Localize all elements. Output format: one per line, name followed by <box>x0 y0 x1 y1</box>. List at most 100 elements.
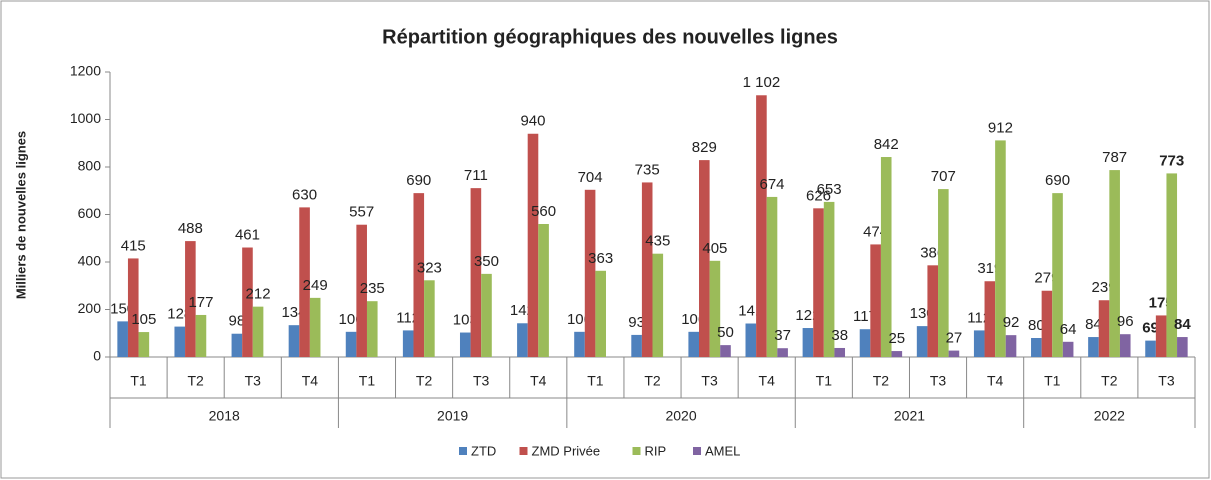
bar <box>138 332 150 357</box>
data-label: 80 <box>1028 317 1045 334</box>
bar <box>891 351 903 357</box>
data-label: 912 <box>988 119 1013 136</box>
data-label: 235 <box>360 280 385 297</box>
data-label: 25 <box>888 330 905 347</box>
bar <box>527 133 539 357</box>
bar <box>777 348 788 357</box>
x-tick-label: T2 <box>873 373 890 389</box>
legend-swatch <box>632 447 641 455</box>
data-label: 98 <box>229 313 246 330</box>
data-label: 704 <box>578 169 603 186</box>
legend-label: RIP <box>645 443 667 458</box>
bar <box>1031 338 1042 357</box>
bar <box>948 350 960 357</box>
x-tick-label: T3 <box>245 373 262 389</box>
data-label: 626 <box>806 187 831 204</box>
data-label: 363 <box>588 250 613 267</box>
x-tick-label: T2 <box>187 373 204 389</box>
bar <box>870 244 881 357</box>
bar <box>720 345 731 357</box>
bar <box>413 193 425 357</box>
bar <box>927 265 939 357</box>
bar <box>802 328 814 357</box>
bar <box>1155 315 1167 357</box>
bar <box>231 333 243 357</box>
data-label: 735 <box>635 161 660 178</box>
bar <box>880 157 892 357</box>
legend-swatch <box>693 447 701 455</box>
data-label: 707 <box>931 168 956 185</box>
bar <box>117 321 128 357</box>
bar <box>459 332 471 357</box>
data-label: 27 <box>946 330 963 347</box>
data-label: 674 <box>759 176 784 193</box>
chart-title: Répartition géographiques des nouvelles … <box>382 26 838 48</box>
bar <box>973 330 985 357</box>
y-tick-label: 1000 <box>70 110 101 126</box>
group-label: 2022 <box>1094 408 1125 424</box>
group-label: 2021 <box>894 408 925 424</box>
data-label: 84 <box>1174 316 1191 333</box>
data-label: 105 <box>131 311 156 328</box>
bar <box>1005 335 1017 357</box>
x-tick-label: T3 <box>930 373 947 389</box>
bar <box>916 326 928 357</box>
data-label: 560 <box>531 203 556 220</box>
bar <box>938 189 949 357</box>
data-label: 653 <box>817 181 842 198</box>
bar <box>288 325 300 357</box>
data-label: 69 <box>1142 320 1159 337</box>
y-tick-label: 400 <box>78 253 102 269</box>
legend-label: ZMD Privée <box>532 443 601 458</box>
data-label: 690 <box>1045 172 1070 189</box>
data-label: 435 <box>645 233 670 250</box>
y-tick-label: 600 <box>78 205 102 221</box>
bar <box>688 331 700 357</box>
x-tick-label: T2 <box>644 373 661 389</box>
bar <box>859 329 871 357</box>
y-tick-label: 200 <box>78 300 102 316</box>
bar <box>538 224 549 357</box>
bar <box>984 281 996 357</box>
bar <box>641 182 653 357</box>
bar <box>1098 300 1110 357</box>
data-label: 829 <box>692 139 717 156</box>
data-label: 249 <box>303 277 328 294</box>
group-label: 2020 <box>665 408 696 424</box>
bar <box>356 224 367 357</box>
bar <box>1088 337 1099 357</box>
x-tick-label: T1 <box>1044 373 1061 389</box>
bar <box>631 334 642 357</box>
data-label: 773 <box>1159 152 1184 169</box>
bar <box>766 196 778 357</box>
bar <box>595 270 606 357</box>
bar <box>481 273 492 357</box>
data-label: 711 <box>464 167 488 184</box>
data-label: 415 <box>121 237 146 254</box>
bar <box>517 323 528 357</box>
x-tick-label: T2 <box>416 373 433 389</box>
bar <box>1177 337 1188 357</box>
data-label: 690 <box>406 172 431 189</box>
bar <box>709 260 721 357</box>
bar <box>823 201 835 357</box>
bar <box>756 95 767 358</box>
data-label: 940 <box>520 113 545 130</box>
bar <box>299 207 310 357</box>
bar <box>584 189 596 357</box>
bar <box>185 241 196 357</box>
x-tick-label: T2 <box>1101 373 1118 389</box>
bar <box>127 258 139 357</box>
data-label: 350 <box>474 253 499 270</box>
bar <box>402 330 414 357</box>
x-tick-label: T1 <box>359 373 376 389</box>
data-label: 50 <box>717 324 734 341</box>
bar <box>574 331 585 357</box>
bar <box>652 253 664 357</box>
bar <box>1166 173 1178 357</box>
legend-swatch <box>519 447 528 455</box>
data-label: 96 <box>1117 313 1134 330</box>
x-tick-label: T4 <box>987 373 1004 389</box>
y-tick-label: 800 <box>78 158 102 174</box>
